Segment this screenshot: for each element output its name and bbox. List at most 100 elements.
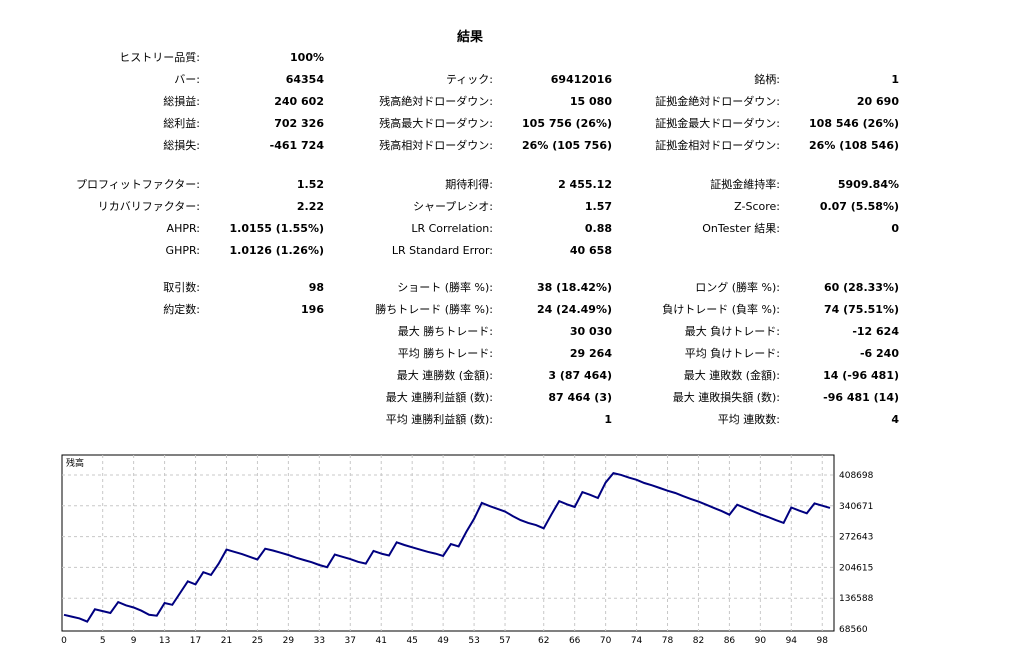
gross-loss-label: 総損失: xyxy=(163,139,200,152)
x-tick-label: 66 xyxy=(569,636,581,646)
ontester-result-label: OnTester 結果: xyxy=(702,222,780,235)
long-trades-value: 60 (28.33%) xyxy=(823,281,899,294)
y-tick-label: 340671 xyxy=(839,502,873,512)
max-consecutive-loss-amount-label: 最大 連敗損失額 (数): xyxy=(672,391,780,404)
x-tick-label: 41 xyxy=(376,636,387,646)
loss-trades-label: 負けトレード (負率 %): xyxy=(662,303,780,316)
profit-trades-value: 24 (24.49%) xyxy=(536,303,612,316)
balance-max-dd-label: 残高最大ドローダウン: xyxy=(379,117,493,130)
x-tick-label: 53 xyxy=(468,636,479,646)
chart-grid xyxy=(62,455,834,631)
z-score-value: 0.07 (5.58%) xyxy=(819,200,899,213)
lr-correlation-value: 0.88 xyxy=(584,222,612,235)
net-profit-label: 総損益: xyxy=(163,95,200,108)
x-tick-label: 49 xyxy=(437,636,449,646)
total-deals-value: 196 xyxy=(301,303,324,316)
y-tick-label: 408698 xyxy=(839,471,874,481)
max-consecutive-loss-amount-value: -96 481 (14) xyxy=(823,391,899,404)
x-tick-label: 86 xyxy=(724,636,736,646)
x-tick-label: 74 xyxy=(631,636,643,646)
recovery-factor-value: 2.22 xyxy=(296,200,324,213)
symbols-value: 1 xyxy=(891,73,899,86)
profit-factor-value: 1.52 xyxy=(296,178,324,191)
max-consecutive-wins-value: 3 (87 464) xyxy=(548,369,612,382)
y-axis: 68560 136588 204615 272643 340671 408698 xyxy=(839,471,874,635)
x-tick-label: 9 xyxy=(131,636,137,646)
average-loss-trade-label: 平均 負けトレード: xyxy=(684,347,780,360)
short-trades-value: 38 (18.42%) xyxy=(536,281,612,294)
max-consecutive-wins-label: 最大 連勝数 (金額): xyxy=(396,369,493,382)
average-loss-trade-value: -6 240 xyxy=(859,347,899,360)
x-tick-label: 82 xyxy=(693,636,704,646)
largest-profit-trade-label: 最大 勝ちトレード: xyxy=(397,325,493,338)
x-tick-label: 62 xyxy=(538,636,549,646)
equity-max-dd-value: 108 546 (26%) xyxy=(809,117,899,130)
x-tick-label: 29 xyxy=(283,636,295,646)
ontester-result-value: 0 xyxy=(891,222,899,235)
equity-rel-dd-label: 証拠金相対ドローダウン: xyxy=(655,139,780,152)
largest-profit-trade-value: 30 030 xyxy=(569,325,612,338)
long-trades-label: ロング (勝率 %): xyxy=(695,281,780,294)
chart-frame xyxy=(61,454,835,632)
x-tick-label: 33 xyxy=(314,636,325,646)
z-score-label: Z-Score: xyxy=(734,200,780,213)
net-profit-value: 240 602 xyxy=(274,95,324,108)
average-profit-trade-value: 29 264 xyxy=(569,347,612,360)
profit-factor-label: プロフィットファクター: xyxy=(75,178,200,191)
y-tick-label: 272643 xyxy=(839,533,873,543)
x-tick-label: 57 xyxy=(499,636,510,646)
loss-trades-value: 74 (75.51%) xyxy=(823,303,899,316)
avg-consecutive-losses-value: 4 xyxy=(891,413,899,426)
sharpe-ratio-value: 1.57 xyxy=(584,200,612,213)
margin-level-value: 5909.84% xyxy=(837,178,899,191)
chart-legend: 残高 xyxy=(66,457,84,469)
x-tick-label: 25 xyxy=(252,636,263,646)
avg-consecutive-wins-value: 1 xyxy=(604,413,612,426)
margin-level-label: 証拠金維持率: xyxy=(710,178,780,191)
average-profit-trade-label: 平均 勝ちトレード: xyxy=(397,347,493,360)
x-tick-label: 17 xyxy=(190,636,201,646)
ticks-label: ティック: xyxy=(445,73,493,86)
max-consecutive-profit-value: 87 464 (3) xyxy=(548,391,612,404)
history-quality-value: 100% xyxy=(290,51,324,64)
y-tick-label: 136588 xyxy=(839,594,874,604)
ahpr-value: 1.0155 (1.55%) xyxy=(229,222,325,235)
recovery-factor-label: リカバリファクター: xyxy=(97,200,200,213)
expected-payoff-label: 期待利得: xyxy=(445,178,493,191)
ticks-value: 69412016 xyxy=(550,73,612,86)
total-trades-value: 98 xyxy=(308,281,324,294)
x-tick-label: 98 xyxy=(817,636,829,646)
largest-loss-trade-label: 最大 負けトレード: xyxy=(684,325,780,338)
x-tick-label: 5 xyxy=(100,636,106,646)
profit-trades-label: 勝ちトレード (勝率 %): xyxy=(375,303,493,316)
x-tick-label: 0 xyxy=(61,636,67,646)
report-title: 結果 xyxy=(456,30,483,45)
short-trades-label: ショート (勝率 %): xyxy=(397,281,493,294)
gross-loss-value: -461 724 xyxy=(269,139,324,152)
max-consecutive-losses-value: 14 (-96 481) xyxy=(823,369,899,382)
y-tick-label: 68560 xyxy=(839,625,868,635)
x-tick-label: 37 xyxy=(345,636,356,646)
x-tick-label: 45 xyxy=(406,636,417,646)
avg-consecutive-wins-label: 平均 連勝利益額 (数): xyxy=(385,413,493,426)
gross-profit-label: 総利益: xyxy=(163,117,200,130)
symbols-label: 銘柄: xyxy=(754,73,780,86)
x-tick-label: 90 xyxy=(755,636,767,646)
x-tick-label: 70 xyxy=(600,636,612,646)
total-deals-label: 約定数: xyxy=(163,303,200,316)
bars-value: 64354 xyxy=(285,73,324,86)
largest-loss-trade-value: -12 624 xyxy=(852,325,899,338)
avg-consecutive-losses-label: 平均 連敗数: xyxy=(717,413,780,426)
lr-std-error-label: LR Standard Error: xyxy=(391,244,493,257)
balance-abs-dd-value: 15 080 xyxy=(569,95,612,108)
balance-series-line xyxy=(63,471,831,623)
x-tick-label: 94 xyxy=(786,636,798,646)
equity-abs-dd-label: 証拠金絶対ドローダウン: xyxy=(655,95,780,108)
y-tick-label: 204615 xyxy=(839,563,873,573)
lr-std-error-value: 40 658 xyxy=(569,244,612,257)
bars-label: バー: xyxy=(174,73,200,86)
balance-max-dd-value: 105 756 (26%) xyxy=(522,117,612,130)
balance-abs-dd-label: 残高絶対ドローダウン: xyxy=(379,95,493,108)
sharpe-ratio-label: シャープレシオ: xyxy=(412,200,493,213)
x-axis: 0 5 9 13 17 21 25 29 33 37 41 45 49 53 57 62 66 70 74 78 82 8… xyxy=(61,636,828,646)
